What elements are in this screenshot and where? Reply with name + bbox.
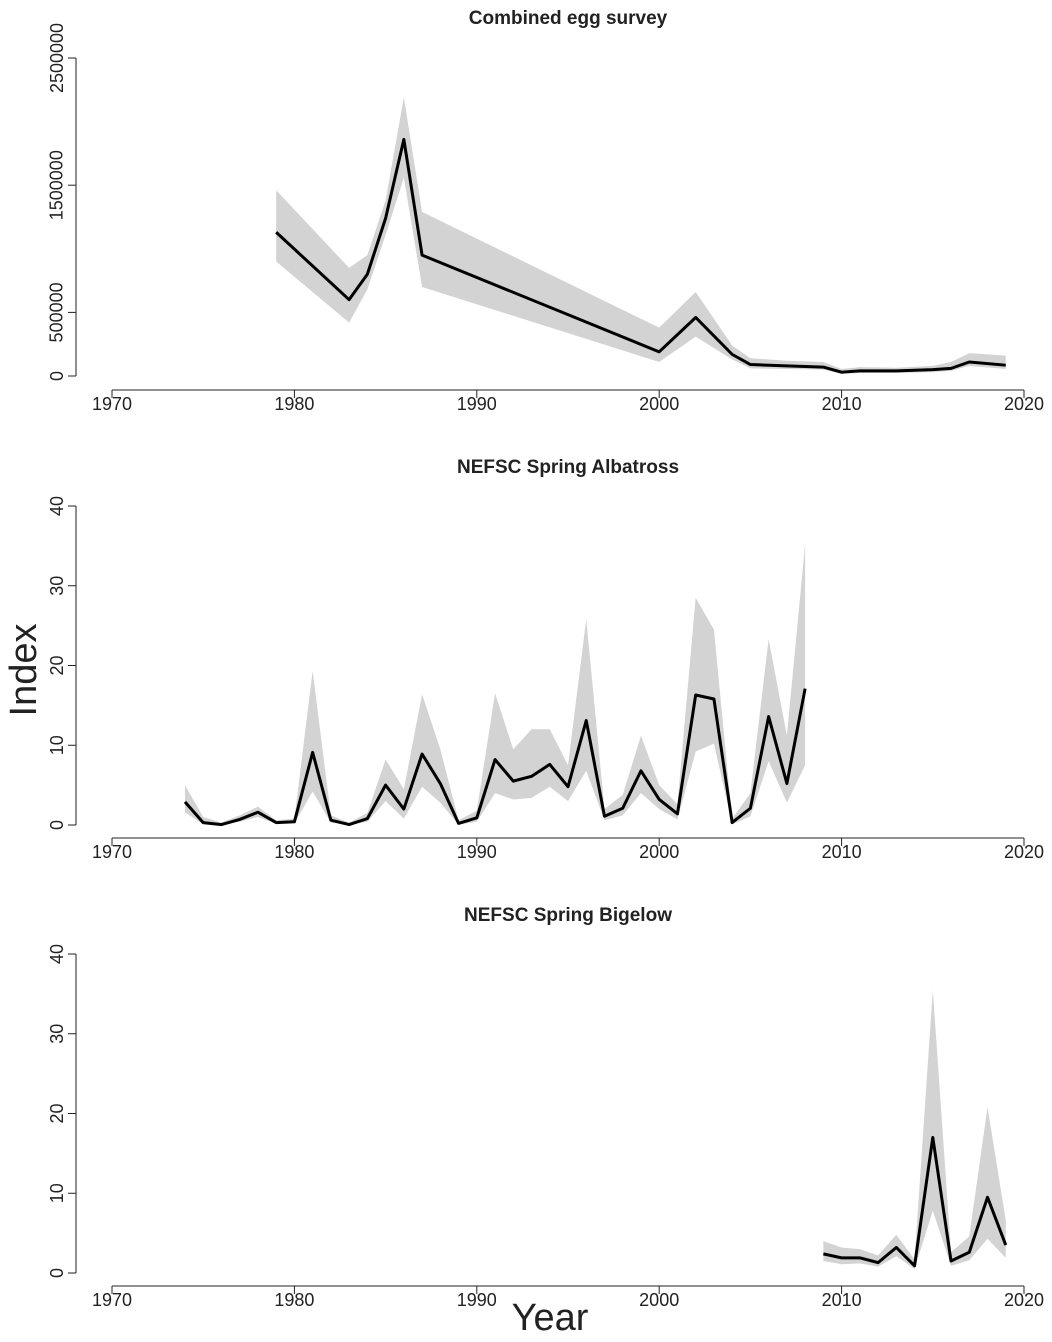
y-tick-label: 1500000	[47, 150, 67, 220]
x-tick-label: 2000	[639, 1290, 679, 1310]
y-tick-label: 10	[47, 1183, 67, 1203]
x-tick-label: 1980	[274, 394, 314, 414]
y-axis-title: Index	[3, 624, 45, 717]
y-tick-label: 40	[47, 944, 67, 964]
x-tick-label: 2020	[1004, 394, 1044, 414]
x-tick-label: 1990	[457, 394, 497, 414]
y-tick-label: 30	[47, 1024, 67, 1044]
x-tick-label: 1980	[274, 1290, 314, 1310]
x-axis-title: Year	[512, 1297, 589, 1339]
y-tick-label: 20	[47, 1103, 67, 1123]
y-tick-label: 0	[47, 820, 67, 830]
chart-title: Combined egg survey	[469, 8, 668, 29]
x-tick-label: 2000	[639, 842, 679, 862]
y-tick-label: 0	[47, 1268, 67, 1278]
x-tick-label: 2010	[822, 1290, 862, 1310]
y-tick-label: 500000	[47, 282, 67, 342]
y-tick-label: 10	[47, 735, 67, 755]
y-tick-label: 40	[47, 496, 67, 516]
y-tick-label: 20	[47, 655, 67, 675]
y-tick-label: 0	[47, 371, 67, 381]
series-line	[183, 688, 807, 827]
series-line	[823, 1135, 1008, 1268]
x-tick-label: 1970	[92, 842, 132, 862]
x-tick-label: 2010	[822, 842, 862, 862]
x-tick-label: 1990	[457, 1290, 497, 1310]
chart-title: NEFSC Spring Bigelow	[464, 905, 672, 926]
series-line	[275, 137, 1006, 374]
x-tick-label: 1990	[457, 842, 497, 862]
x-tick-label: 2000	[639, 394, 679, 414]
x-tick-label: 2020	[1004, 1290, 1044, 1310]
x-tick-label: 2020	[1004, 842, 1044, 862]
x-tick-label: 1970	[92, 1290, 132, 1310]
confidence-band	[184, 544, 806, 825]
y-tick-label: 2500000	[47, 23, 67, 93]
y-tick-label: 30	[47, 576, 67, 596]
x-tick-label: 1980	[274, 842, 314, 862]
confidence-band	[276, 97, 1006, 374]
chart-title: NEFSC Spring Albatross	[457, 457, 679, 478]
x-tick-label: 1970	[92, 394, 132, 414]
x-tick-label: 2010	[822, 394, 862, 414]
